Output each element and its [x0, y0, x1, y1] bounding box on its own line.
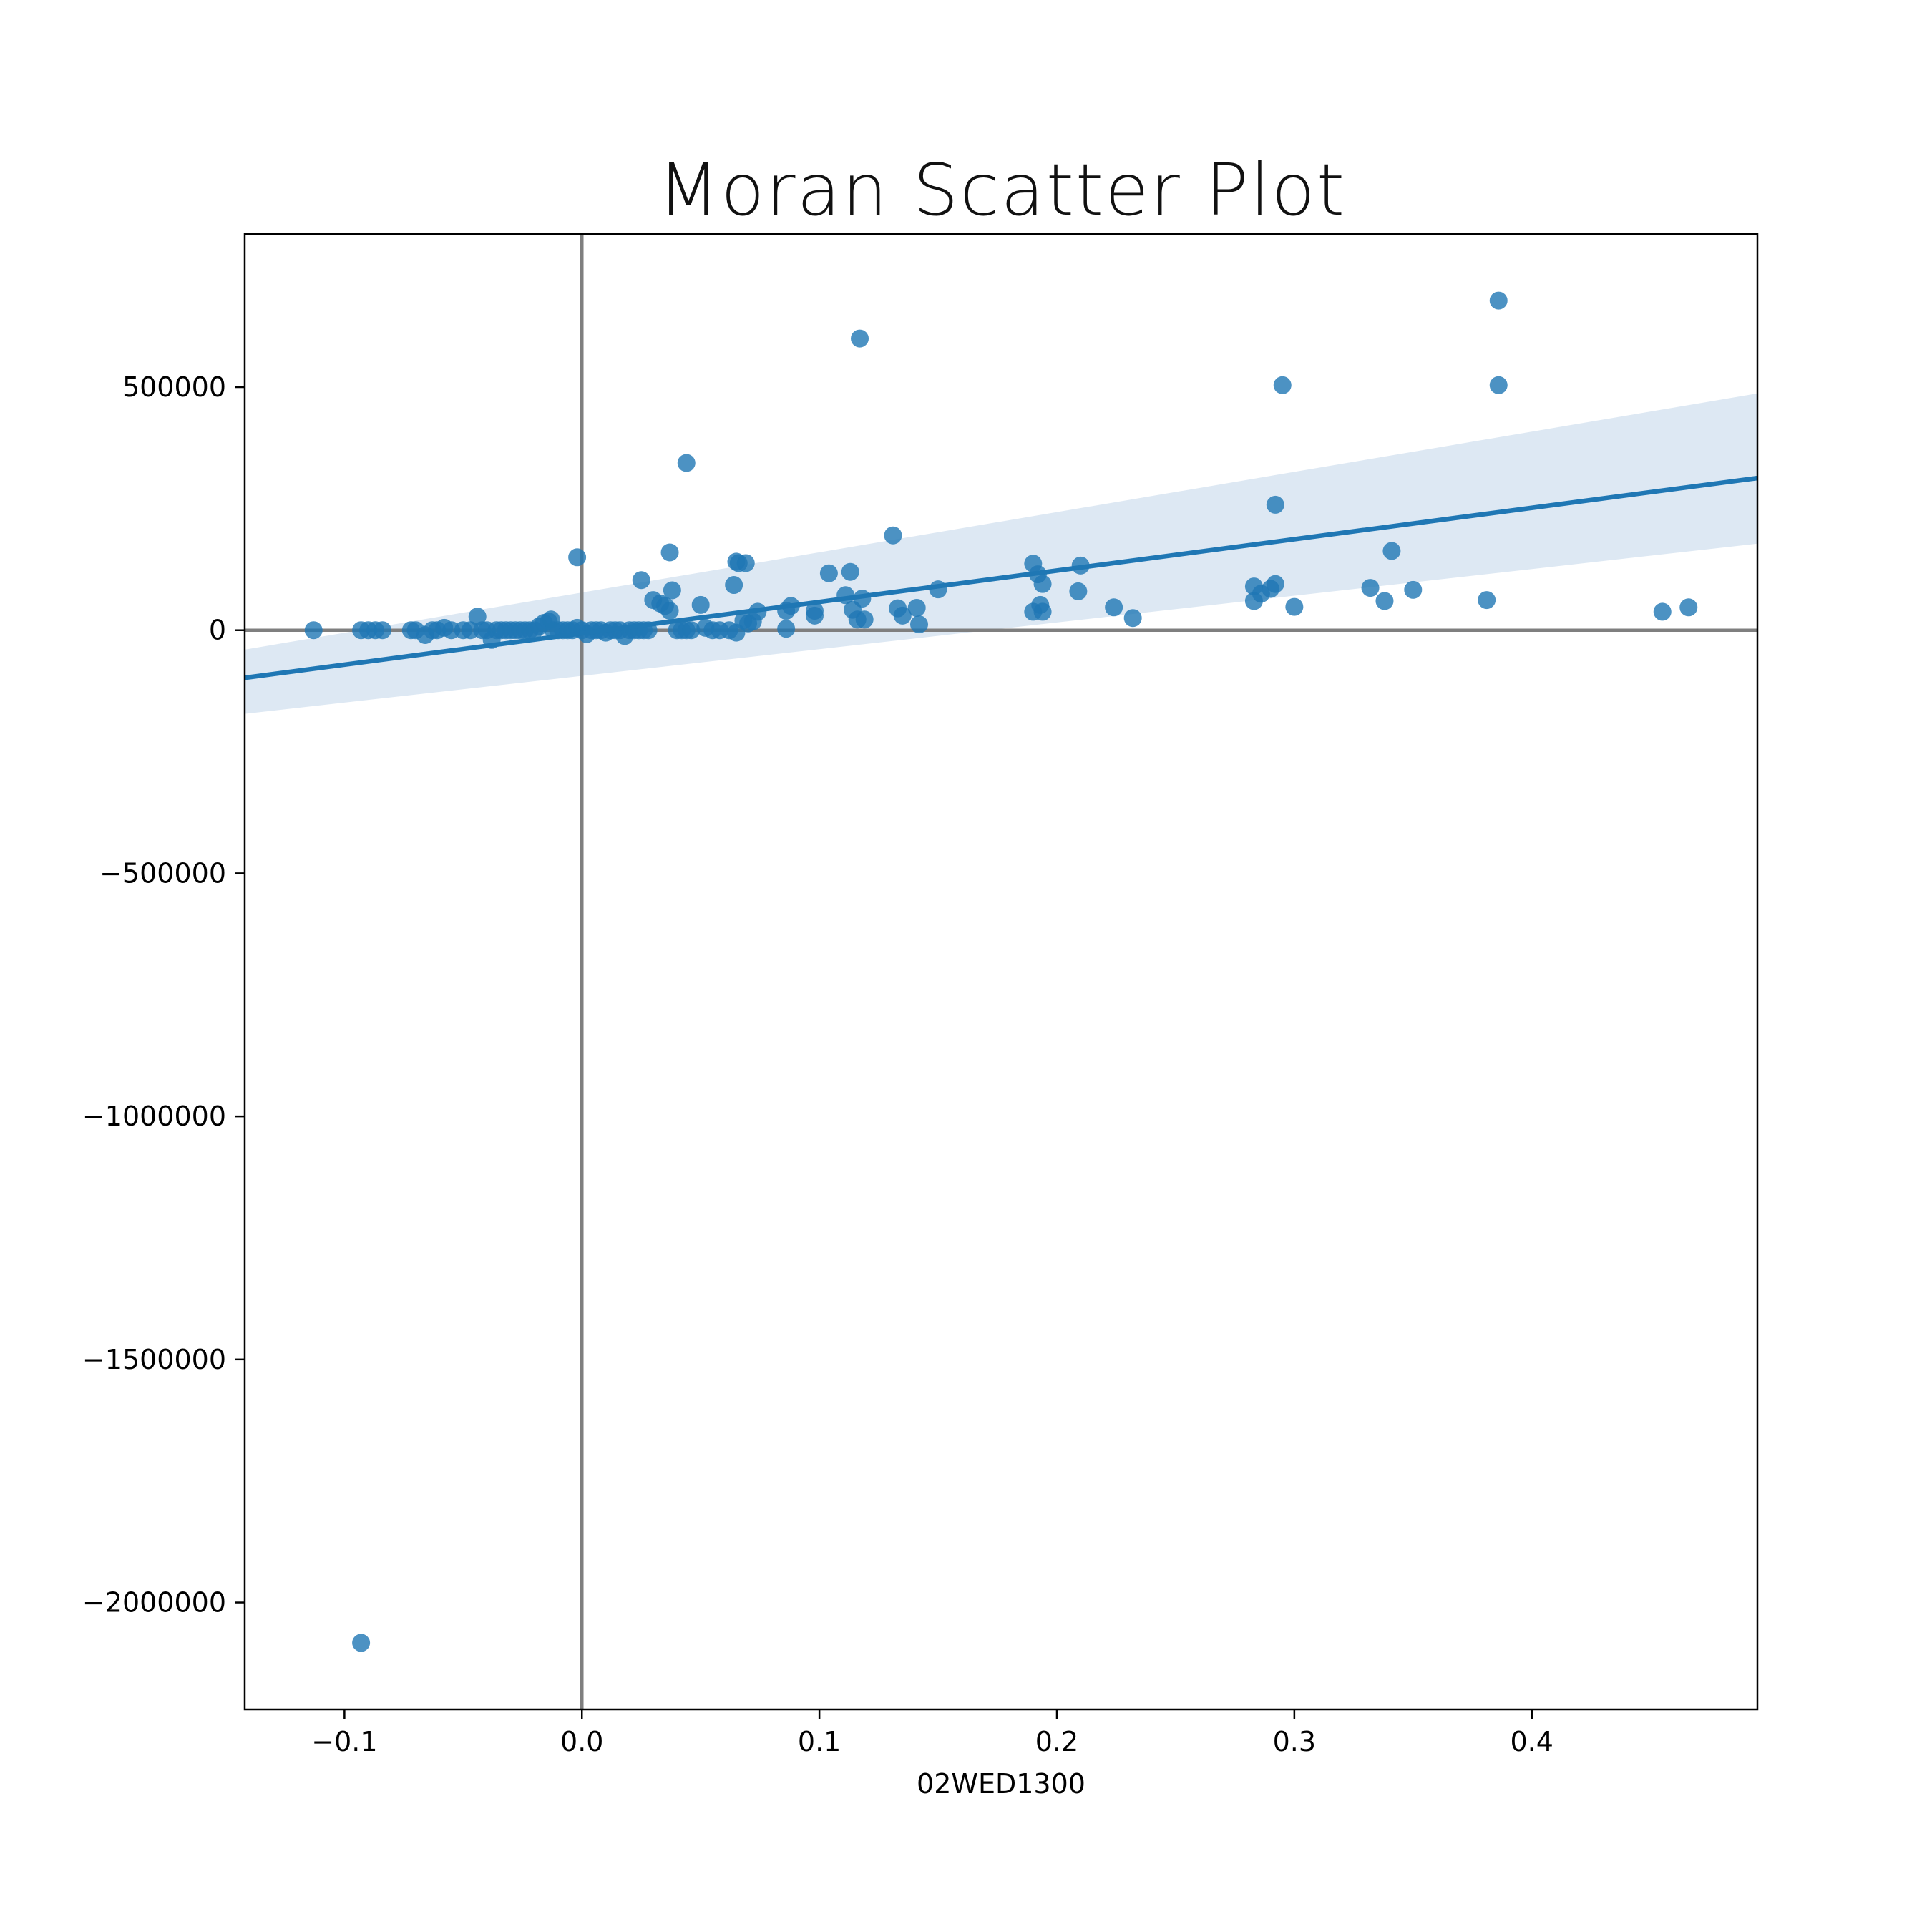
data-point — [1285, 597, 1304, 616]
plot-frame — [243, 233, 1759, 1711]
data-point — [777, 620, 796, 638]
data-point — [893, 606, 912, 625]
data-point — [632, 571, 650, 590]
data-point — [907, 598, 926, 617]
y-tick-label: −2000000 — [82, 1587, 226, 1619]
y-axis-ticks: 500000 0 −500000 −1000000 −1500000 −2000000 — [82, 371, 245, 1619]
x-tick-label: 0.1 — [798, 1726, 841, 1757]
data-point — [660, 543, 679, 562]
data-point — [1266, 495, 1284, 514]
data-point — [373, 621, 391, 640]
data-point — [1361, 579, 1380, 597]
data-point — [1266, 575, 1284, 593]
data-point — [1069, 582, 1088, 600]
data-point — [660, 602, 679, 620]
data-point — [677, 454, 696, 472]
x-axis-ticks: −0.1 0.0 0.1 0.2 0.3 0.4 — [311, 1709, 1553, 1757]
plot-area — [245, 234, 1757, 1709]
chart-title: Moran Scatter Plot — [658, 148, 1346, 232]
data-point — [1679, 598, 1698, 617]
y-tick-label: 500000 — [122, 371, 226, 403]
y-tick-label: −1000000 — [82, 1101, 226, 1132]
data-point — [1489, 376, 1508, 394]
data-point — [352, 1634, 371, 1652]
data-point — [1105, 598, 1123, 617]
data-point — [568, 548, 587, 567]
data-point — [841, 562, 859, 581]
confidence-band — [245, 393, 1757, 714]
data-point — [663, 581, 681, 600]
data-point — [1273, 376, 1292, 394]
x-tick-label: 0.0 — [560, 1726, 603, 1757]
x-axis-label: 02WED1300 — [917, 1768, 1085, 1800]
data-point — [855, 610, 874, 629]
data-point — [1375, 592, 1394, 610]
data-point — [736, 554, 755, 572]
data-point — [1033, 602, 1052, 621]
x-tick-label: −0.1 — [311, 1726, 377, 1757]
data-point — [1489, 291, 1508, 310]
data-point — [1033, 575, 1052, 593]
data-point — [805, 602, 824, 620]
data-point — [1653, 602, 1672, 621]
regression-line — [245, 475, 1757, 680]
y-tick-label: −500000 — [99, 857, 226, 889]
data-point — [727, 623, 746, 642]
x-tick-label: 0.2 — [1035, 1726, 1078, 1757]
data-point — [304, 621, 323, 640]
data-point — [851, 329, 869, 348]
data-point — [819, 564, 838, 582]
data-point — [468, 608, 487, 626]
x-tick-label: 0.4 — [1511, 1726, 1553, 1757]
x-tick-label: 0.3 — [1273, 1726, 1316, 1757]
y-tick-label: 0 — [209, 615, 226, 646]
data-point — [884, 526, 902, 545]
data-point — [1123, 609, 1142, 628]
scatter-points — [304, 291, 1698, 1652]
data-point — [910, 615, 929, 634]
data-point — [691, 595, 710, 614]
data-point — [1404, 580, 1423, 599]
data-point — [725, 576, 743, 595]
y-tick-label: −1500000 — [82, 1344, 226, 1375]
data-point — [1382, 542, 1401, 560]
data-point — [1478, 591, 1496, 610]
data-point — [682, 621, 701, 640]
